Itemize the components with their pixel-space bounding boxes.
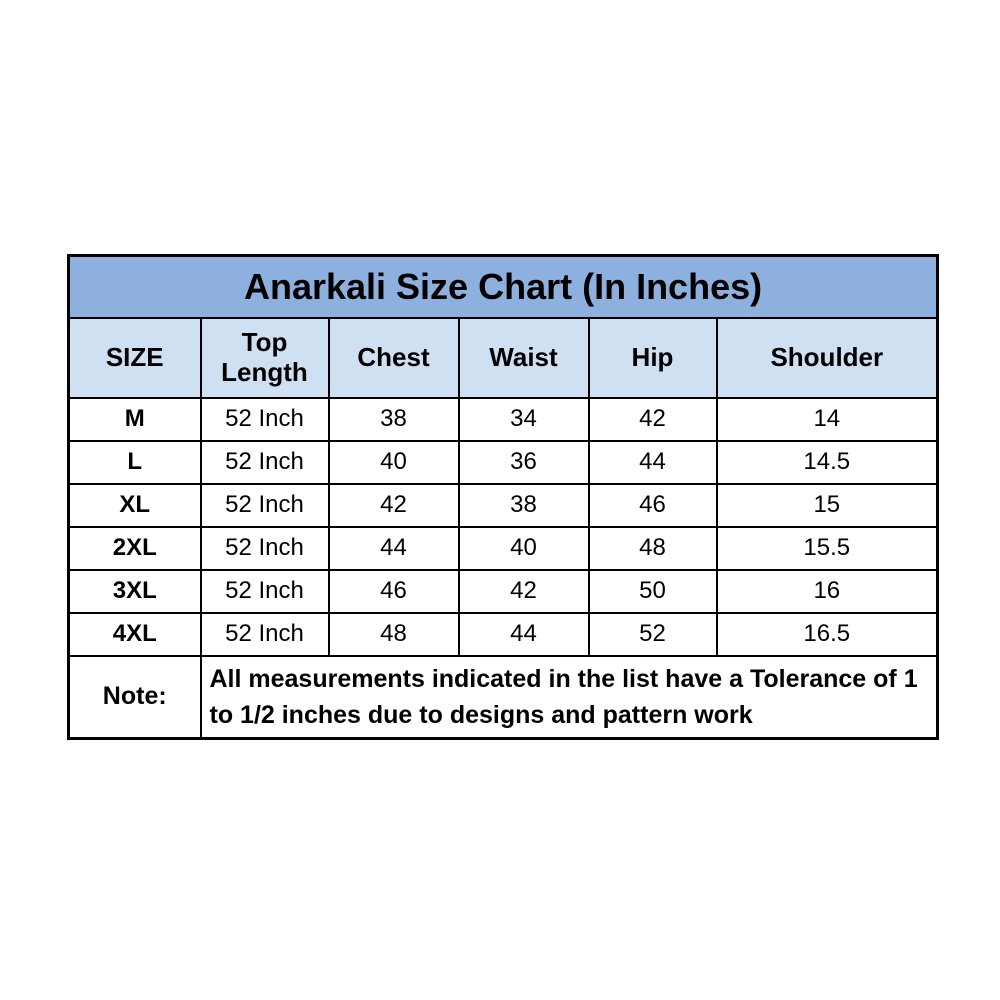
- size-chart-table: Anarkali Size Chart (In Inches) SIZE Top…: [67, 254, 940, 740]
- chest-value: 44: [327, 525, 460, 571]
- size-label: 3XL: [67, 568, 202, 614]
- size-label: XL: [67, 482, 202, 528]
- waist-value: 36: [457, 439, 590, 485]
- note-label: Note:: [67, 654, 202, 740]
- waist-value: 40: [457, 525, 590, 571]
- shoulder-value: 16.5: [715, 611, 939, 657]
- hip-value: 50: [587, 568, 718, 614]
- size-chart-container: Anarkali Size Chart (In Inches) SIZE Top…: [67, 254, 940, 740]
- top-length-value: 52 Inch: [199, 611, 330, 657]
- note-text: All measurements indicated in the list h…: [199, 654, 939, 740]
- hip-value: 52: [587, 611, 718, 657]
- chest-value: 40: [327, 439, 460, 485]
- size-label: 2XL: [67, 525, 202, 571]
- table-row: 3XL 52 Inch 46 42 50 16: [67, 568, 939, 614]
- top-length-value: 52 Inch: [199, 568, 330, 614]
- hip-value: 46: [587, 482, 718, 528]
- hip-value: 48: [587, 525, 718, 571]
- waist-value: 42: [457, 568, 590, 614]
- column-header-shoulder: Shoulder: [715, 316, 939, 399]
- table-row: L 52 Inch 40 36 44 14.5: [67, 439, 939, 485]
- chest-value: 48: [327, 611, 460, 657]
- column-header-top-length: Top Length: [199, 316, 330, 399]
- chest-value: 42: [327, 482, 460, 528]
- table-row: XL 52 Inch 42 38 46 15: [67, 482, 939, 528]
- shoulder-value: 15: [715, 482, 939, 528]
- waist-value: 44: [457, 611, 590, 657]
- size-label: 4XL: [67, 611, 202, 657]
- size-label: L: [67, 439, 202, 485]
- column-header-size: SIZE: [67, 316, 202, 399]
- top-length-value: 52 Inch: [199, 482, 330, 528]
- top-length-value: 52 Inch: [199, 439, 330, 485]
- hip-value: 44: [587, 439, 718, 485]
- top-length-value: 52 Inch: [199, 525, 330, 571]
- table-row: 2XL 52 Inch 44 40 48 15.5: [67, 525, 939, 571]
- chest-value: 46: [327, 568, 460, 614]
- table-row: M 52 Inch 38 34 42 14: [67, 396, 939, 442]
- shoulder-value: 16: [715, 568, 939, 614]
- shoulder-value: 14: [715, 396, 939, 442]
- size-label: M: [67, 396, 202, 442]
- shoulder-value: 15.5: [715, 525, 939, 571]
- hip-value: 42: [587, 396, 718, 442]
- chest-value: 38: [327, 396, 460, 442]
- header-row: SIZE Top Length Chest Waist Hip Shoulder: [67, 316, 939, 399]
- shoulder-value: 14.5: [715, 439, 939, 485]
- waist-value: 38: [457, 482, 590, 528]
- title-row: Anarkali Size Chart (In Inches): [67, 254, 939, 319]
- table-row: 4XL 52 Inch 48 44 52 16.5: [67, 611, 939, 657]
- top-length-value: 52 Inch: [199, 396, 330, 442]
- note-row: Note: All measurements indicated in the …: [67, 654, 939, 740]
- column-header-hip: Hip: [587, 316, 718, 399]
- chart-title: Anarkali Size Chart (In Inches): [67, 254, 939, 319]
- waist-value: 34: [457, 396, 590, 442]
- column-header-chest: Chest: [327, 316, 460, 399]
- column-header-waist: Waist: [457, 316, 590, 399]
